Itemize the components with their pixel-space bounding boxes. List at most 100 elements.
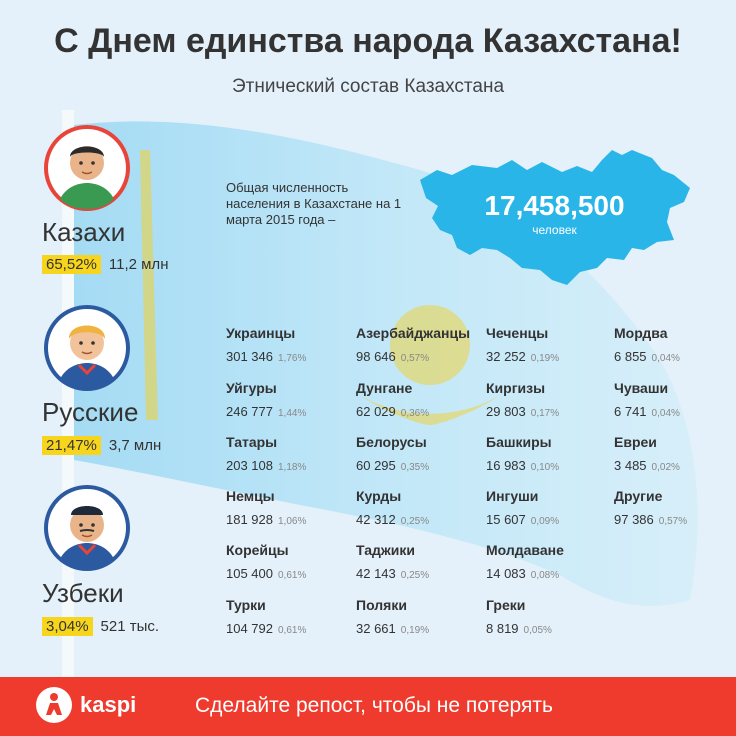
ethnic-group-item: Дунгане 62 029 0,36% [356, 380, 486, 421]
map-shape [420, 150, 690, 285]
ethnic-group-values: 97 386 0,57% [614, 511, 736, 529]
ethnic-group-percent: 0,08% [530, 570, 560, 581]
ethnic-group-count: 60 295 [356, 458, 396, 473]
ethnic-group-item: Белорусы 60 295 0,35% [356, 434, 486, 475]
ethnic-group-count: 246 777 [226, 404, 273, 419]
ethnic-group-count: 3 485 [614, 458, 647, 473]
ethnic-group-item: Немцы 181 928 1,06% [226, 488, 356, 529]
flag-ornament [140, 150, 158, 420]
total-population-unit: человек [532, 223, 577, 237]
ethnic-group-percent: 0,05% [523, 625, 552, 636]
group-name-uzbek: Узбеки [42, 578, 124, 608]
ethnic-group-name: Башкиры [486, 434, 552, 450]
ethnic-group-name: Турки [226, 597, 266, 613]
ethnic-group-name: Ингуши [486, 488, 539, 504]
repost-call-to-action: Сделайте репост, чтобы не потерять [195, 694, 553, 717]
ethnic-group-count: 62 029 [356, 404, 396, 419]
ethnic-group-values: 29 803 0,17% [486, 403, 616, 421]
ethnic-group-percent: 0,61% [278, 570, 307, 581]
ethnic-group-item: Ингуши 15 607 0,09% [486, 488, 616, 529]
ethnic-group-values: 3 485 0,02% [614, 457, 736, 475]
kaspi-logo-icon [36, 687, 72, 723]
ethnic-group-values: 6 855 0,04% [614, 348, 736, 366]
ethnic-group-percent: 0,36% [400, 408, 430, 419]
ethnic-group-percent: 0,19% [400, 625, 430, 636]
ethnic-group-percent: 0,25% [400, 516, 430, 527]
ethnic-group-percent: 1,18% [278, 462, 307, 473]
ethnic-group-item: Татары 203 108 1,18% [226, 434, 356, 475]
ethnic-group-name: Чеченцы [486, 325, 549, 341]
ethnic-group-name: Евреи [614, 434, 657, 450]
ethnic-group-values: 104 792 0,61% [226, 620, 356, 638]
ethnic-group-name: Немцы [226, 488, 275, 504]
ethnic-group-name: Азербайджанцы [356, 325, 471, 341]
ethnic-group-item: Украинцы 301 346 1,76% [226, 325, 356, 366]
ethnic-group-percent: 1,44% [278, 408, 307, 419]
ethnic-group-percent: 0,19% [530, 353, 560, 364]
footer-bar: kaspi Сделайте репост, чтобы не потерять [0, 677, 736, 736]
ethnic-group-values: 16 983 0,10% [486, 457, 616, 475]
flag-sun [390, 305, 470, 385]
group-name-kazakh: Казахи [42, 217, 126, 247]
group-count: 3,7 млн [108, 437, 162, 454]
ethnic-group-percent: 0,25% [400, 570, 430, 581]
ethnic-group-count: 42 143 [356, 566, 396, 581]
ethnic-group-values: 203 108 1,18% [226, 457, 356, 475]
ethnic-group-item: Чуваши 6 741 0,04% [614, 380, 736, 421]
ethnic-group-item: Курды 42 312 0,25% [356, 488, 486, 529]
percent-badge: 3,04% [42, 617, 93, 636]
ethnic-group-count: 105 400 [226, 566, 273, 581]
ethnic-group-count: 15 607 [486, 512, 526, 527]
ethnic-group-name: Поляки [356, 597, 407, 613]
ethnic-group-name: Мордва [614, 325, 668, 341]
ethnic-group-values: 105 400 0,61% [226, 565, 356, 583]
ethnic-group-count: 32 252 [486, 349, 526, 364]
ethnic-group-count: 6 741 [614, 404, 647, 419]
ethnic-group-item: Азербайджанцы 98 646 0,57% [356, 325, 486, 366]
ethnic-group-item: Киргизы 29 803 0,17% [486, 380, 616, 421]
ethnic-group-item: Греки 8 819 0,05% [486, 597, 616, 638]
total-population: 17,458,500 [484, 190, 625, 221]
ethnic-group-values: 62 029 0,36% [356, 403, 486, 421]
ethnic-group-name: Киргизы [486, 380, 546, 396]
ethnic-group-values: 8 819 0,05% [486, 620, 616, 638]
ethnic-group-item: Корейцы 105 400 0,61% [226, 542, 356, 583]
ethnic-group-percent: 1,06% [278, 516, 307, 527]
ethnic-group-name: Украинцы [226, 325, 296, 341]
ethnic-group-percent: 0,35% [400, 462, 430, 473]
ethnic-group-percent: 0,61% [278, 625, 307, 636]
ethnic-group-item: Уйгуры 246 777 1,44% [226, 380, 356, 421]
ethnic-group-count: 6 855 [614, 349, 647, 364]
ethnic-group-item: Евреи 3 485 0,02% [614, 434, 736, 475]
ethnic-group-name: Белорусы [356, 434, 427, 450]
ethnic-group-percent: 0,57% [400, 353, 430, 364]
russian-avatar [44, 305, 130, 391]
ethnic-group-name: Таджики [356, 542, 416, 558]
group-stat-kazakh: 65,52% 11,2 млн [42, 255, 168, 274]
ethnic-group-values: 32 252 0,19% [486, 348, 616, 366]
ethnic-group-percent: 0,10% [530, 462, 560, 473]
ethnic-group-values: 32 661 0,19% [356, 620, 486, 638]
ethnic-group-percent: 0,02% [651, 462, 680, 473]
ethnic-group-percent: 0,04% [651, 408, 680, 419]
ethnic-group-values: 42 312 0,25% [356, 511, 486, 529]
ethnic-group-values: 14 083 0,08% [486, 565, 616, 583]
group-stat-russian: 21,47% 3,7 млн [42, 436, 161, 455]
kaspi-logo[interactable]: kaspi [36, 687, 136, 723]
page-subtitle: Этнический состав Казахстана [231, 76, 505, 97]
population-description: Общая численность населения в Казахстане… [226, 180, 402, 227]
ethnic-group-item: Молдаване 14 083 0,08% [486, 542, 616, 583]
percent-badge: 65,52% [42, 255, 101, 274]
ethnic-group-name: Курды [356, 488, 402, 504]
ethnic-group-percent: 0,57% [658, 516, 688, 527]
ethnic-group-percent: 0,09% [530, 516, 560, 527]
group-count: 521 тыс. [100, 618, 160, 635]
ethnic-group-name: Другие [614, 488, 663, 504]
ethnic-group-name: Чуваши [614, 380, 669, 396]
ethnic-group-count: 14 083 [486, 566, 526, 581]
ethnic-group-count: 32 661 [356, 621, 396, 636]
ethnic-group-count: 203 108 [226, 458, 273, 473]
ethnic-group-name: Корейцы [226, 542, 289, 558]
ethnic-group-values: 246 777 1,44% [226, 403, 356, 421]
group-name-russian: Русские [42, 397, 139, 427]
